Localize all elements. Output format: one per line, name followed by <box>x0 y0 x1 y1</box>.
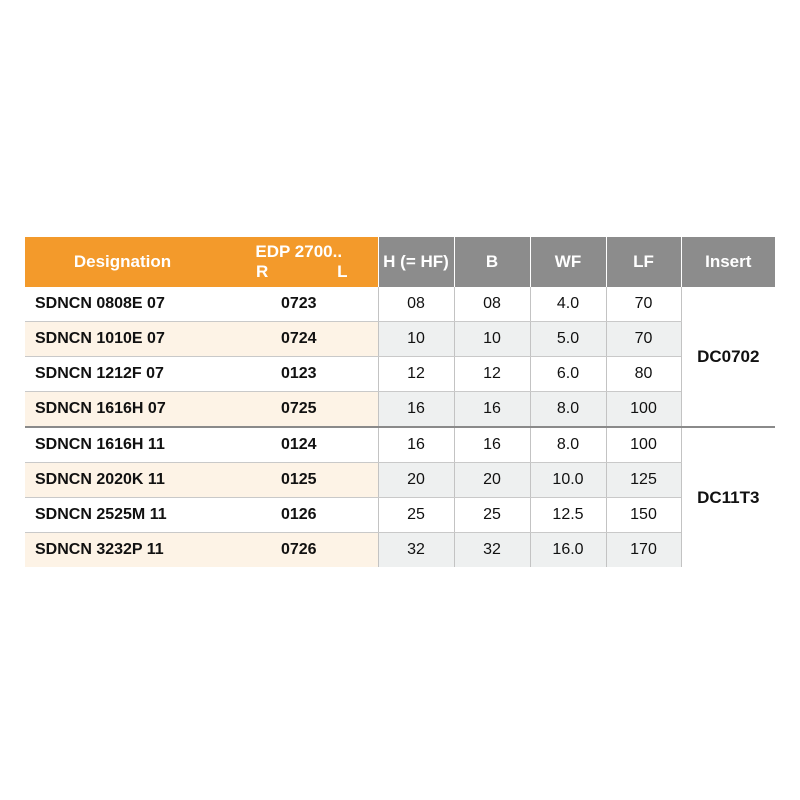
cell-b: 12 <box>453 356 530 392</box>
cell-h: 20 <box>377 462 454 498</box>
cell-lf: 125 <box>605 462 681 498</box>
header-b: B <box>453 237 530 287</box>
cell-h: 16 <box>377 391 454 428</box>
cell-edp: 0123 <box>220 356 378 392</box>
table-row: SDNCN 1616H 07 0725 16 16 8.0 100 <box>25 391 775 428</box>
cell-lf: 100 <box>605 426 681 463</box>
header-lf: LF <box>605 237 681 287</box>
header-insert: Insert <box>680 237 775 287</box>
cell-lf: 150 <box>605 497 681 533</box>
cell-wf: 8.0 <box>529 426 606 463</box>
cell-edp: 0725 <box>220 391 378 428</box>
cell-wf: 12.5 <box>529 497 606 533</box>
cell-b: 16 <box>453 426 530 463</box>
cell-b: 16 <box>453 391 530 428</box>
cell-lf: 170 <box>605 532 681 567</box>
header-edp-title: EDP 2700.. <box>255 242 343 261</box>
cell-lf: 100 <box>605 391 681 428</box>
cell-designation: SDNCN 2525M 11 <box>25 497 220 533</box>
cell-designation: SDNCN 1010E 07 <box>25 321 220 357</box>
header-edp-l: L <box>337 262 348 281</box>
cell-lf: 70 <box>605 287 681 322</box>
cell-b: 20 <box>453 462 530 498</box>
cell-designation: SDNCN 0808E 07 <box>25 287 220 322</box>
cell-b: 32 <box>453 532 530 567</box>
table-row: SDNCN 3232P 11 0726 32 32 16.0 170 <box>25 532 775 567</box>
cell-h: 10 <box>377 321 454 357</box>
cell-h: 08 <box>377 287 454 322</box>
cell-b: 25 <box>453 497 530 533</box>
header-edp: EDP 2700.. R L <box>220 237 378 287</box>
cell-designation: SDNCN 2020K 11 <box>25 462 220 498</box>
cell-insert: DC11T3 <box>680 426 775 567</box>
cell-designation: SDNCN 1616H 11 <box>25 426 220 463</box>
cell-designation: SDNCN 1616H 07 <box>25 391 220 428</box>
cell-h: 25 <box>377 497 454 533</box>
cell-wf: 10.0 <box>529 462 606 498</box>
cell-edp: 0723 <box>220 287 378 322</box>
cell-designation: SDNCN 3232P 11 <box>25 532 220 567</box>
cell-wf: 16.0 <box>529 532 606 567</box>
cell-b: 08 <box>453 287 530 322</box>
table-row: SDNCN 1212F 07 0123 12 12 6.0 80 <box>25 356 775 392</box>
cell-insert: DC0702 <box>680 287 775 427</box>
cell-h: 32 <box>377 532 454 567</box>
cell-wf: 5.0 <box>529 321 606 357</box>
cell-designation: SDNCN 1212F 07 <box>25 356 220 392</box>
table-row: SDNCN 2525M 11 0126 25 25 12.5 150 <box>25 497 775 533</box>
cell-b: 10 <box>453 321 530 357</box>
cell-lf: 80 <box>605 356 681 392</box>
header-edp-r: R <box>256 262 269 281</box>
cell-wf: 8.0 <box>529 391 606 428</box>
product-table: Designation EDP 2700.. R L H (= HF) B WF… <box>25 237 775 567</box>
table-row: SDNCN 1616H 11 0124 16 16 8.0 100 DC11T3 <box>25 426 775 567</box>
table-row: SDNCN 0808E 07 0723 08 08 4.0 70 DC0702 <box>25 287 775 427</box>
cell-edp: 0125 <box>220 462 378 498</box>
cell-h: 16 <box>377 426 454 463</box>
header-row: Designation EDP 2700.. R L H (= HF) B WF… <box>25 237 775 287</box>
cell-edp: 0126 <box>220 497 378 533</box>
cell-edp: 0124 <box>220 426 378 463</box>
table-row: SDNCN 1010E 07 0724 10 10 5.0 70 <box>25 321 775 357</box>
cell-h: 12 <box>377 356 454 392</box>
cell-wf: 6.0 <box>529 356 606 392</box>
cell-edp: 0726 <box>220 532 378 567</box>
cell-edp: 0724 <box>220 321 378 357</box>
header-h: H (= HF) <box>377 237 454 287</box>
cell-wf: 4.0 <box>529 287 606 322</box>
header-designation: Designation <box>25 237 220 287</box>
cell-lf: 70 <box>605 321 681 357</box>
header-wf: WF <box>529 237 606 287</box>
table-row: SDNCN 2020K 11 0125 20 20 10.0 125 <box>25 462 775 498</box>
